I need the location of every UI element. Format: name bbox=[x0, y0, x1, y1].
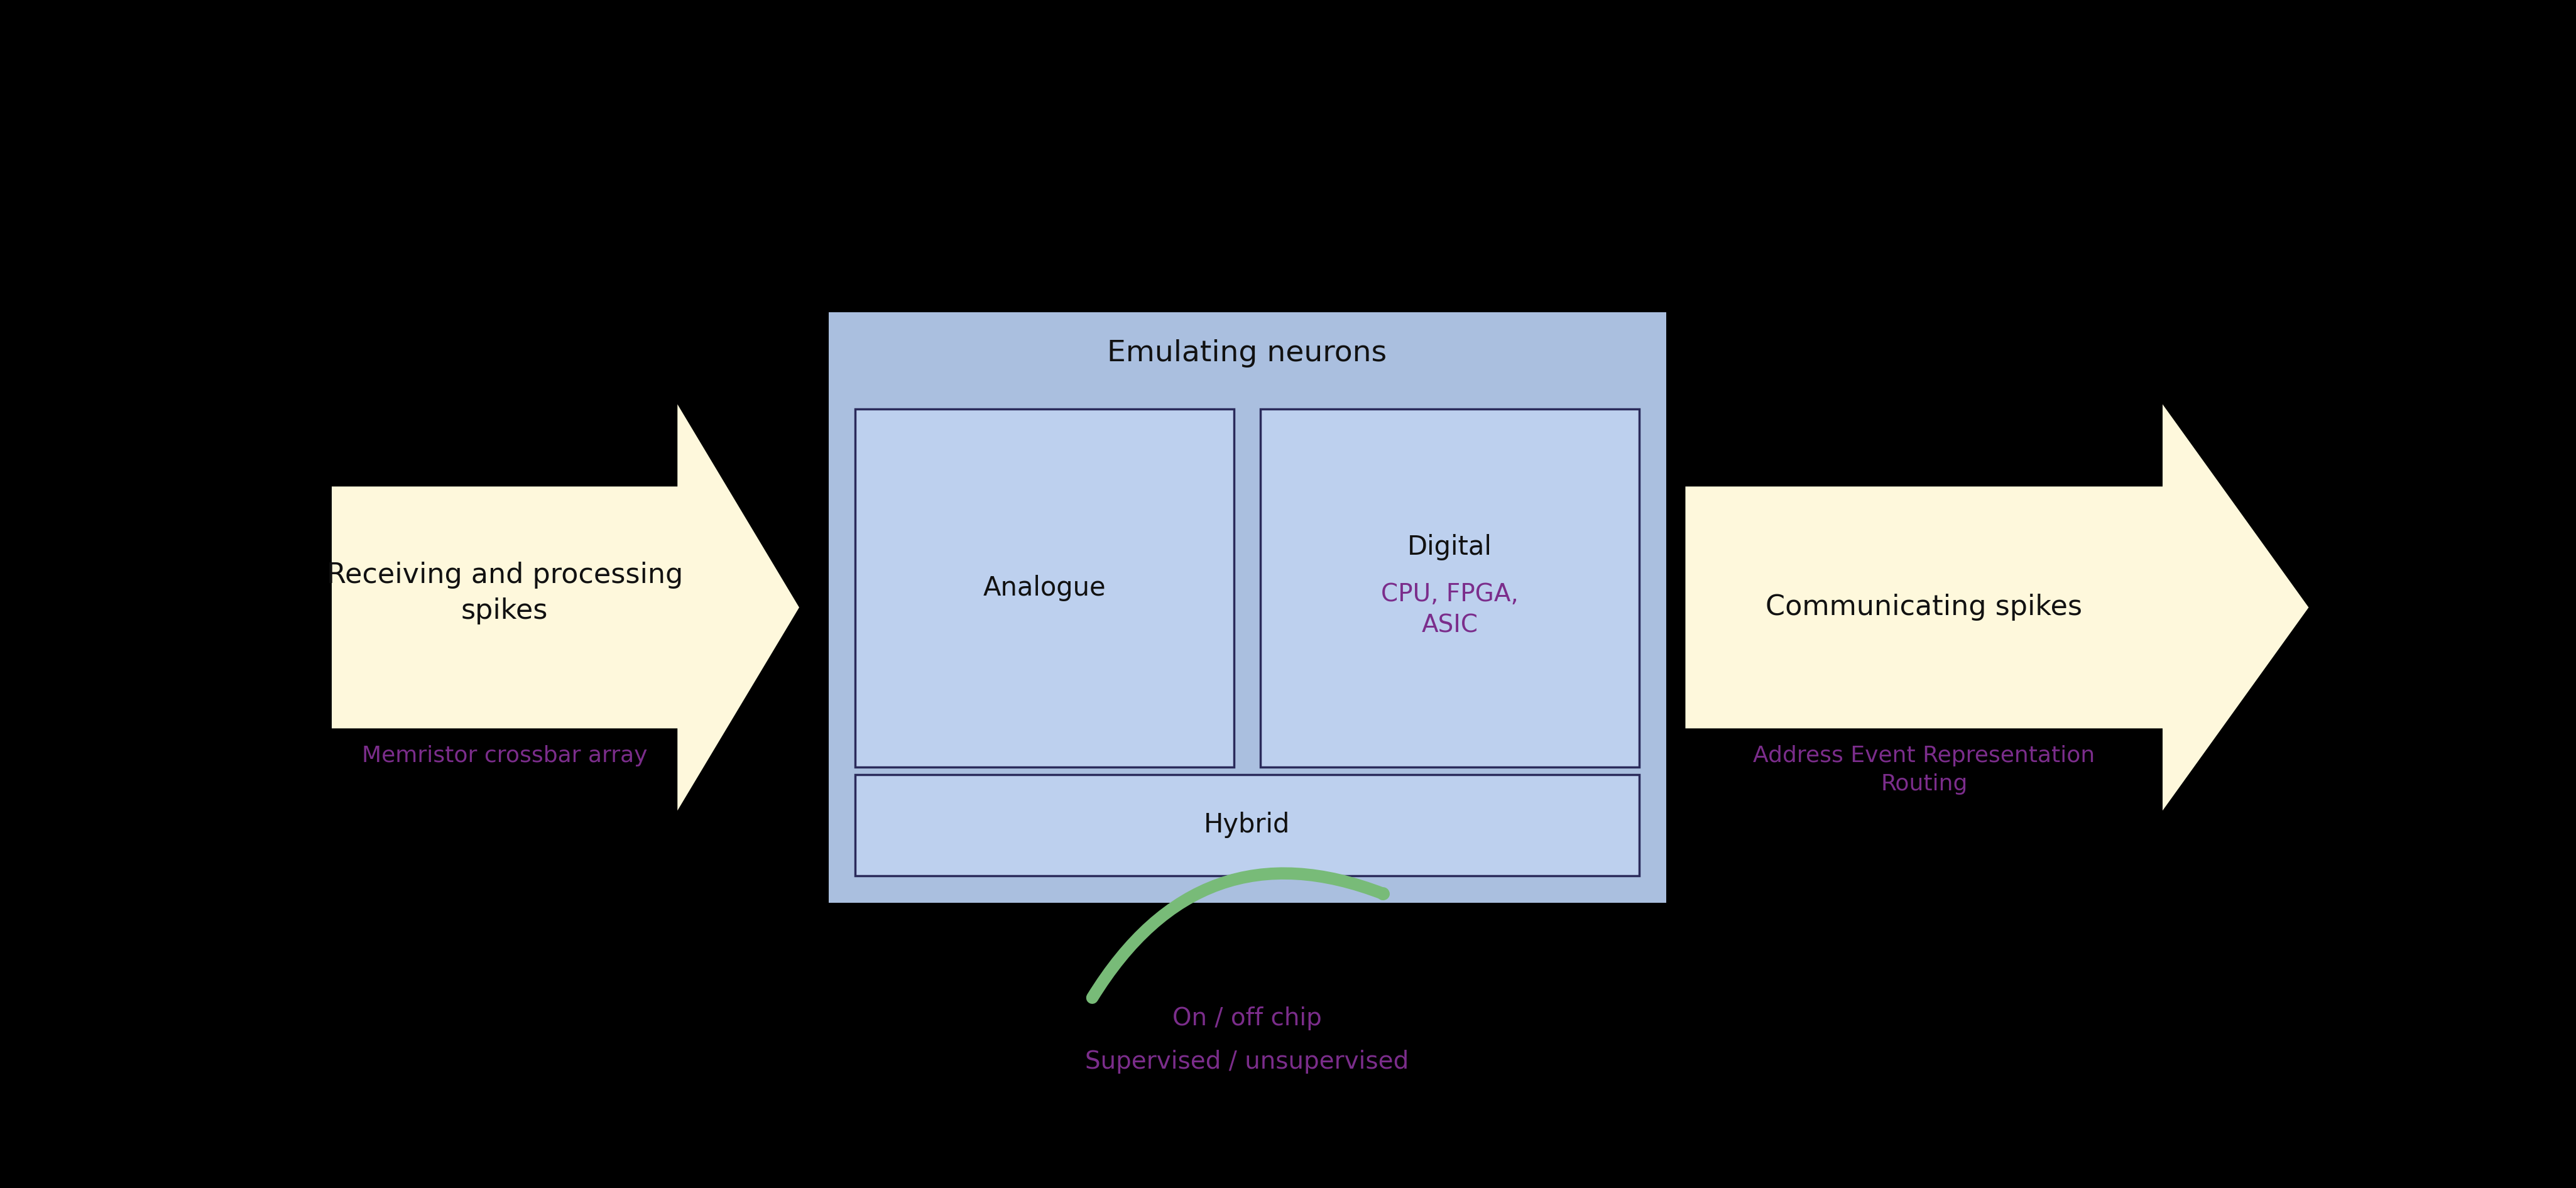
Polygon shape bbox=[332, 404, 799, 810]
FancyBboxPatch shape bbox=[855, 409, 1234, 767]
Text: Address Event Representation
Routing: Address Event Representation Routing bbox=[1754, 745, 2094, 795]
FancyBboxPatch shape bbox=[1260, 409, 1638, 767]
Text: Communicating spikes: Communicating spikes bbox=[1765, 594, 2081, 621]
Text: CPU, FPGA,
ASIC: CPU, FPGA, ASIC bbox=[1381, 582, 1520, 638]
Text: Supervised / unsupervised: Supervised / unsupervised bbox=[1084, 1050, 1409, 1074]
FancyBboxPatch shape bbox=[829, 312, 1667, 903]
Text: Hybrid: Hybrid bbox=[1203, 811, 1291, 839]
Text: Memristor crossbar array: Memristor crossbar array bbox=[361, 745, 647, 766]
FancyBboxPatch shape bbox=[855, 775, 1638, 876]
Text: Receiving and processing
spikes: Receiving and processing spikes bbox=[327, 562, 683, 624]
Polygon shape bbox=[1685, 404, 2308, 810]
FancyArrowPatch shape bbox=[1092, 873, 1383, 998]
Text: On / off chip: On / off chip bbox=[1172, 1006, 1321, 1030]
Text: Digital: Digital bbox=[1406, 533, 1492, 561]
Text: Emulating neurons: Emulating neurons bbox=[1108, 339, 1386, 367]
Text: Analogue: Analogue bbox=[984, 575, 1105, 601]
